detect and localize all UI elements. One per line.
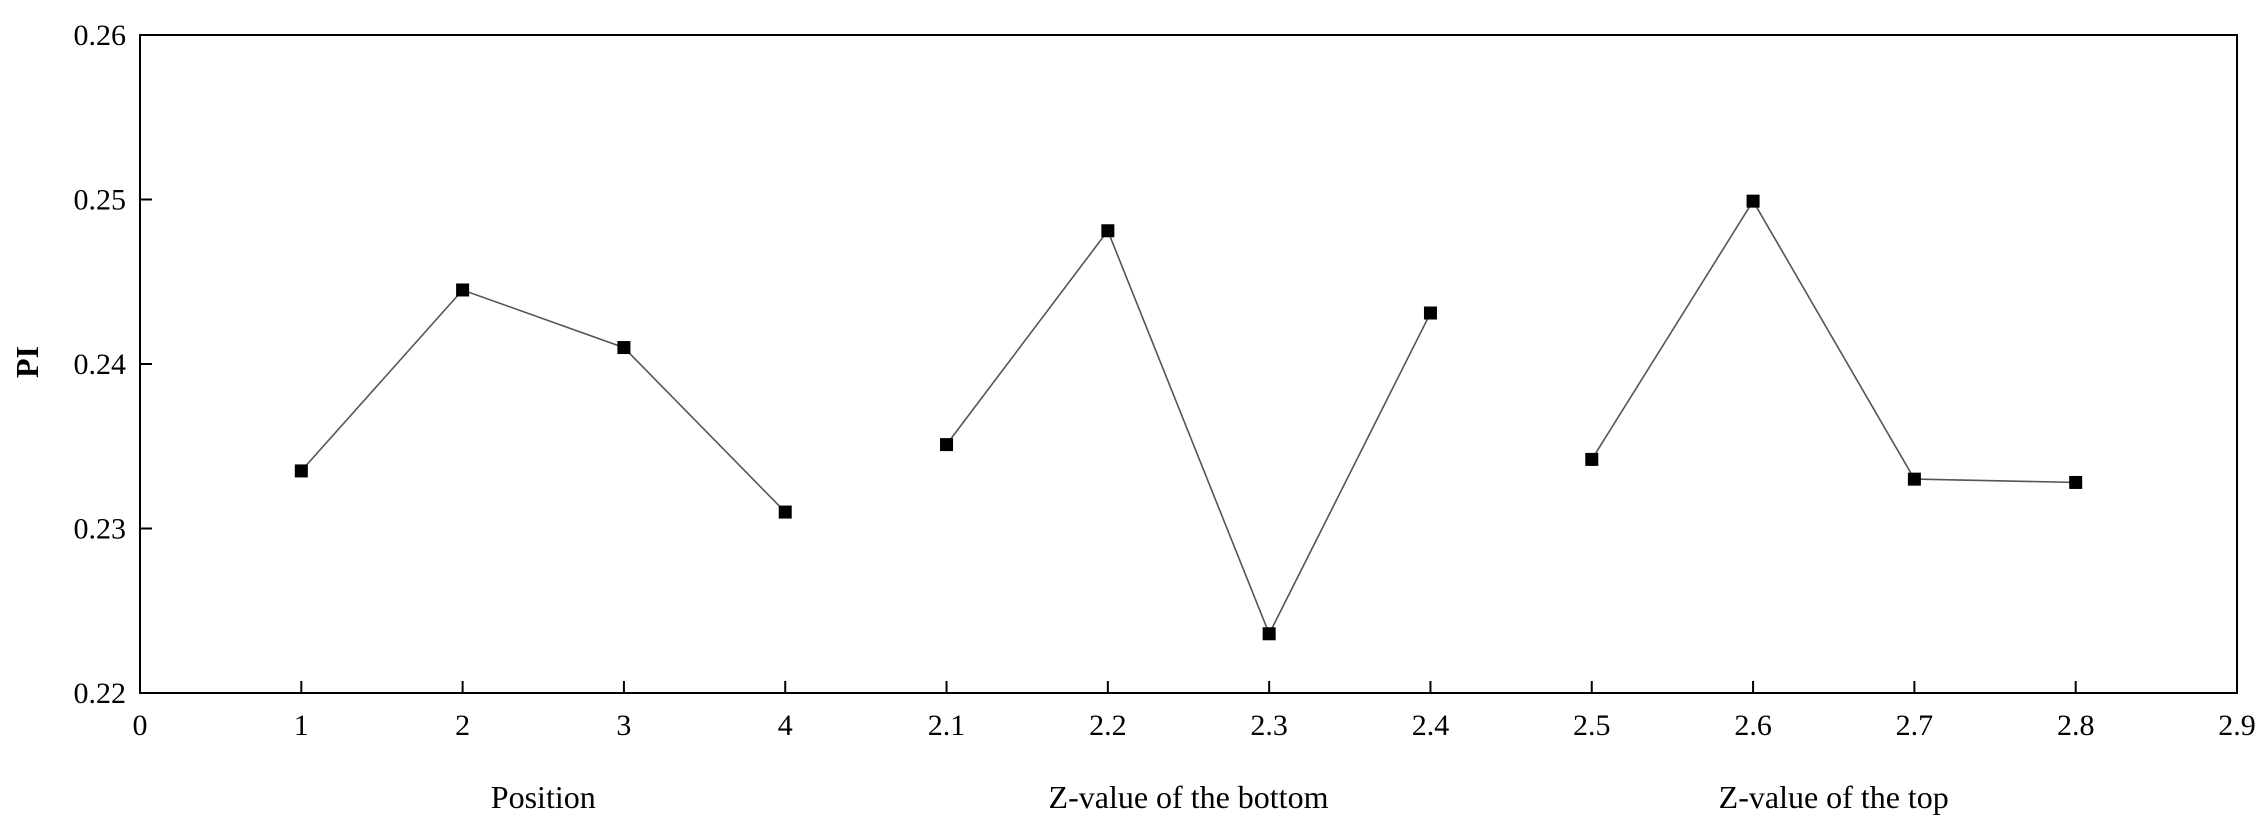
data-point (617, 341, 631, 355)
x-group-label: Z-value of the top (1719, 779, 1949, 815)
data-point (456, 283, 470, 297)
data-point (2069, 475, 2083, 489)
x-tick-label: 2.3 (1250, 709, 1288, 742)
y-tick-label: 0.22 (74, 677, 127, 710)
series-lines (300, 199, 2076, 636)
x-group-labels: Position Z-value of the bottom Z-value of … (491, 779, 1949, 815)
x-tick-label: 2.9 (2218, 709, 2256, 742)
x-tick-label: 2.1 (928, 709, 966, 742)
x-tick-label: 0 (133, 709, 148, 742)
series-markers (294, 194, 2083, 641)
x-tick-label: 2.6 (1734, 709, 1772, 742)
x-axis: 0 1 2 3 4 2.1 2.2 2.3 2.4 2.5 2.6 2.7 2.8 2.9 (133, 681, 2256, 742)
y-tick-label: 0.24 (74, 348, 127, 381)
data-point (778, 505, 792, 519)
x-tick-label: 2.8 (2057, 709, 2095, 742)
data-point (1262, 627, 1276, 641)
x-tick-label: 4 (778, 709, 793, 742)
series-line (1591, 199, 2076, 484)
x-tick-label: 2.5 (1573, 709, 1611, 742)
y-tick-label: 0.26 (74, 19, 127, 52)
data-point (1746, 194, 1760, 208)
x-tick-label: 2.4 (1412, 709, 1450, 742)
x-tick-label: 1 (294, 709, 309, 742)
data-point (940, 438, 954, 452)
plot-frame (139, 34, 2238, 694)
x-group-label: Z-value of the bottom (1049, 779, 1329, 815)
x-group-label: Position (491, 779, 596, 815)
series-line (300, 289, 786, 513)
x-tick-label: 3 (616, 709, 631, 742)
data-point (1423, 306, 1437, 320)
y-axis-title: PI (9, 346, 45, 378)
data-point (1907, 472, 1921, 486)
data-point (1101, 224, 1115, 238)
x-tick-label: 2 (455, 709, 470, 742)
x-tick-label: 2.2 (1089, 709, 1127, 742)
y-tick-label: 0.23 (74, 513, 127, 546)
series-line (945, 229, 1432, 636)
x-tick-label: 2.7 (1896, 709, 1934, 742)
y-axis: 0.22 0.23 0.24 0.25 0.26 (74, 19, 152, 710)
data-point (294, 464, 308, 478)
data-point (1585, 452, 1599, 466)
y-tick-label: 0.25 (74, 184, 127, 217)
